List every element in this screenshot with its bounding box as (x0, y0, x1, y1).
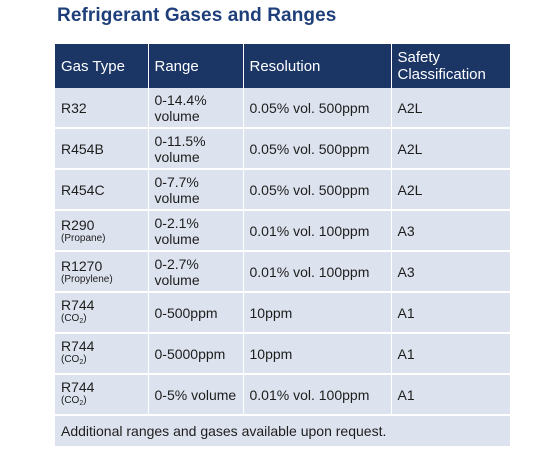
gas-name: R454B (61, 140, 104, 157)
gas-subname: (Propane) (61, 232, 106, 244)
cell-resolution: 0.05% vol. 500ppm (243, 169, 392, 211)
table-footnote: Additional ranges and gases available up… (55, 415, 510, 448)
table-header-row: Gas Type Range Resolution Safety Classif… (55, 44, 510, 88)
header-gas-type: Gas Type (55, 44, 149, 88)
cell-range: 0-7.7% volume (148, 169, 244, 211)
cell-resolution: 10ppm (243, 333, 392, 375)
cell-safety-classification: A2L (391, 128, 510, 170)
table-row: R454B 0-11.5% volume 0.05% vol. 500ppm A2L (55, 128, 510, 170)
cell-safety-classification: A1 (391, 374, 510, 416)
gas-name: R744 (61, 379, 95, 395)
table-row: R32 0-14.4% volume 0.05% vol. 500ppm A2L (55, 88, 510, 129)
cell-resolution: 0.01% vol. 100ppm (243, 251, 392, 293)
cell-resolution: 10ppm (243, 292, 392, 334)
cell-resolution: 0.01% vol. 100ppm (243, 374, 392, 416)
cell-safety-classification: A2L (391, 88, 510, 129)
cell-safety-classification: A3 (391, 210, 510, 252)
table-row: R744 (CO2) 0-500ppm 10ppm A1 (55, 292, 510, 334)
table-row: R744 (CO2) 0-5000ppm 10ppm A1 (55, 333, 510, 375)
gas-name: R290 (61, 216, 95, 233)
cell-gas-type: R744 (CO2) (55, 333, 149, 375)
table-row: R454C 0-7.7% volume 0.05% vol. 500ppm A2L (55, 169, 510, 211)
cell-resolution: 0.05% vol. 500ppm (243, 88, 392, 129)
gas-subname: (Propylene) (61, 273, 113, 285)
table-row: R290 (Propane) 0-2.1% volume 0.01% vol. 100… (55, 210, 510, 252)
cell-gas-type: R290 (Propane) (55, 210, 149, 252)
gas-subname: (CO2) (61, 313, 87, 325)
header-safety-classification: Safety Classification (391, 44, 510, 88)
cell-gas-type: R744 (CO2) (55, 292, 149, 334)
cell-range: 0-5% volume (148, 374, 244, 416)
cell-gas-type: R32 (55, 88, 149, 129)
cell-range: 0-2.7% volume (148, 251, 244, 293)
gas-subname: (CO2) (61, 354, 87, 366)
cell-resolution: 0.01% vol. 100ppm (243, 210, 392, 252)
table-footer-row: Additional ranges and gases available up… (55, 415, 510, 448)
cell-gas-type: R454B (55, 128, 149, 170)
cell-range: 0-11.5% volume (148, 128, 244, 170)
cell-safety-classification: A1 (391, 333, 510, 375)
cell-resolution: 0.05% vol. 500ppm (243, 128, 392, 170)
table-row: R1270 (Propylene) 0-2.7% volume 0.01% vol. … (55, 251, 510, 293)
cell-range: 0-2.1% volume (148, 210, 244, 252)
cell-range: 0-5000ppm (148, 333, 244, 375)
cell-safety-classification: A3 (391, 251, 510, 293)
table-row: R744 (CO2) 0-5% volume 0.01% vol. 100ppm A1 (55, 374, 510, 416)
header-resolution: Resolution (243, 44, 392, 88)
cell-gas-type: R1270 (Propylene) (55, 251, 149, 293)
page-title: Refrigerant Gases and Ranges (57, 5, 337, 26)
gas-name: R1270 (61, 257, 103, 274)
gas-name: R744 (61, 338, 95, 354)
gas-name: R744 (61, 297, 95, 313)
cell-gas-type: R454C (55, 169, 149, 211)
refrigerant-table: Gas Type Range Resolution Safety Classif… (55, 44, 510, 448)
cell-range: 0-500ppm (148, 292, 244, 334)
cell-gas-type: R744 (CO2) (55, 374, 149, 416)
cell-safety-classification: A2L (391, 169, 510, 211)
header-range: Range (148, 44, 244, 88)
gas-name: R454C (61, 181, 105, 198)
cell-safety-classification: A1 (391, 292, 510, 334)
cell-range: 0-14.4% volume (148, 88, 244, 129)
gas-name: R32 (61, 99, 87, 116)
gas-subname: (CO2) (61, 395, 87, 407)
